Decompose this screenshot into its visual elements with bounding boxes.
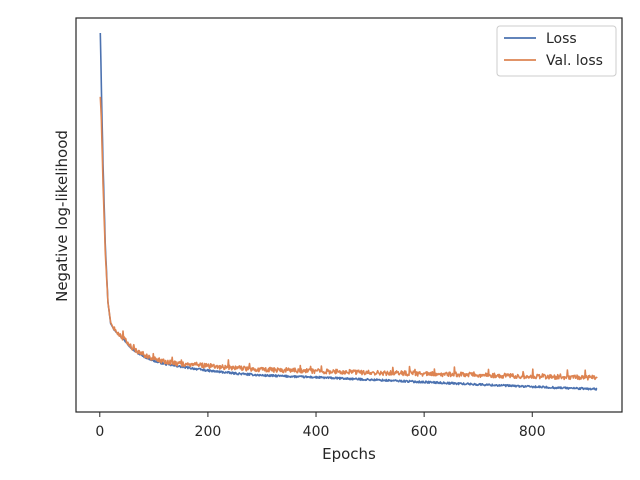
x-tick-label: 200 xyxy=(195,424,222,440)
x-tick-label: 800 xyxy=(519,424,546,440)
legend: Loss Val. loss xyxy=(496,25,617,77)
plot-area xyxy=(76,18,622,412)
y-axis-label: Negative log-likelihood xyxy=(53,130,71,302)
plot-frame xyxy=(75,17,623,413)
legend-label-loss: Loss xyxy=(546,31,577,47)
series-layer xyxy=(99,32,598,391)
x-tick-label: 0 xyxy=(95,424,104,440)
x-tick-label: 600 xyxy=(411,424,438,440)
series-line-val-loss xyxy=(99,96,598,381)
series-line-loss xyxy=(99,32,598,391)
x-axis-label: Epochs xyxy=(322,445,376,463)
x-tick-label: 400 xyxy=(303,424,330,440)
legend-label-val-loss: Val. loss xyxy=(546,53,603,69)
x-axis-ticks: 0 200 400 600 800 xyxy=(95,412,546,440)
